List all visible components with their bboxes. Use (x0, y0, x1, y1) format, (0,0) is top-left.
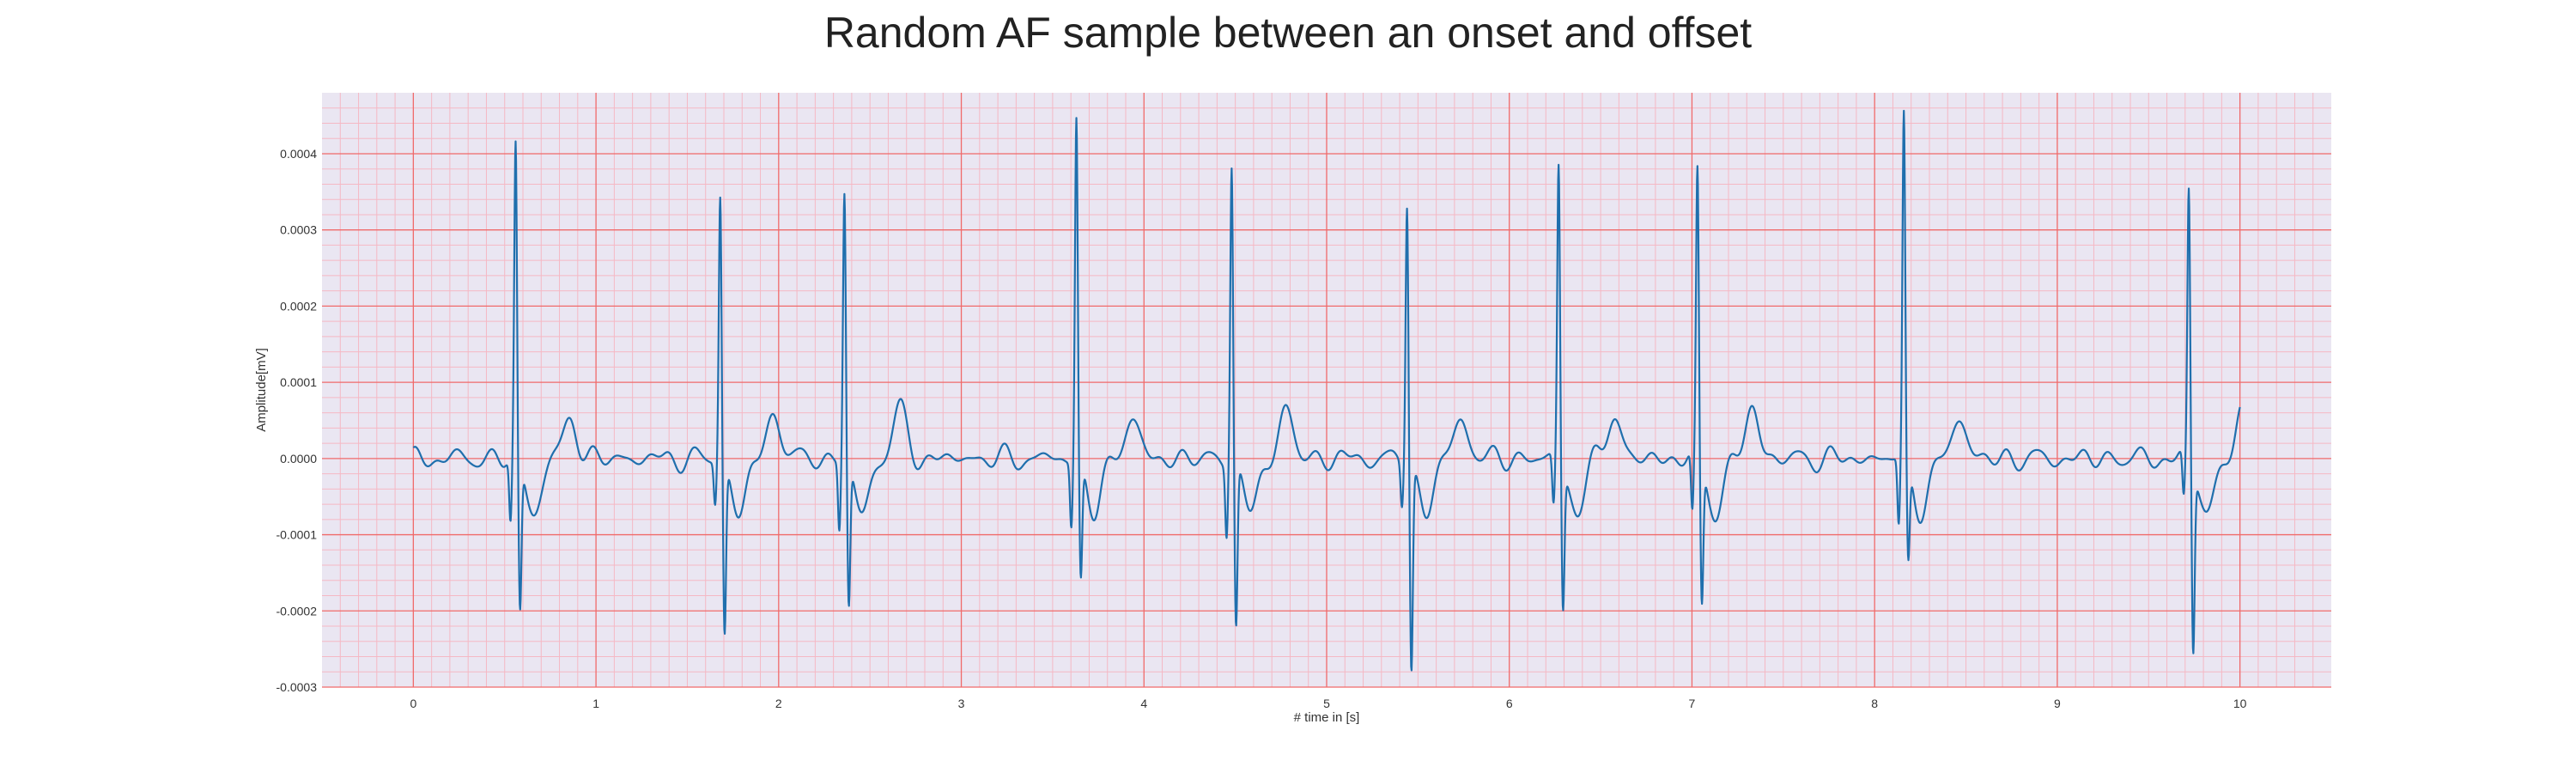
y-tick-label: 0.0004 (280, 147, 317, 161)
y-tick-label: 0.0000 (280, 452, 317, 466)
x-tick-label: 7 (1689, 697, 1696, 710)
y-tick-label: -0.0001 (276, 528, 318, 542)
y-axis-label: Amplitude[mV] (254, 348, 269, 432)
x-tick-label: 1 (592, 697, 599, 710)
x-tick-label: 3 (958, 697, 965, 710)
y-tick-label: -0.0002 (276, 604, 318, 618)
major-grid (322, 93, 2331, 688)
x-axis-ticks: 0 1 2 3 4 5 6 7 8 9 10 (410, 697, 2246, 710)
y-tick-label: -0.0003 (276, 680, 318, 694)
x-tick-label: 5 (1323, 697, 1330, 710)
ecg-trace (412, 109, 2241, 672)
x-tick-label: 9 (2054, 697, 2061, 710)
x-tick-label: 2 (775, 697, 782, 710)
x-tick-label: 8 (1871, 697, 1878, 710)
x-tick-label: 4 (1140, 697, 1147, 710)
ecg-trace-group (412, 109, 2241, 672)
y-axis-ticks: -0.0003 -0.0002 -0.0001 0.0000 0.0001 0.0002 0… (276, 147, 318, 694)
y-tick-label: 0.0001 (280, 375, 317, 389)
y-tick-label: 0.0003 (280, 223, 317, 237)
x-tick-label: 6 (1506, 697, 1513, 710)
chart-title: Random AF sample between an onset and of… (824, 9, 1752, 57)
x-axis-label: # time in [s] (1294, 710, 1360, 725)
y-tick-label: 0.0002 (280, 299, 317, 313)
x-tick-label: 10 (2233, 697, 2247, 710)
x-tick-label: 0 (410, 697, 416, 710)
